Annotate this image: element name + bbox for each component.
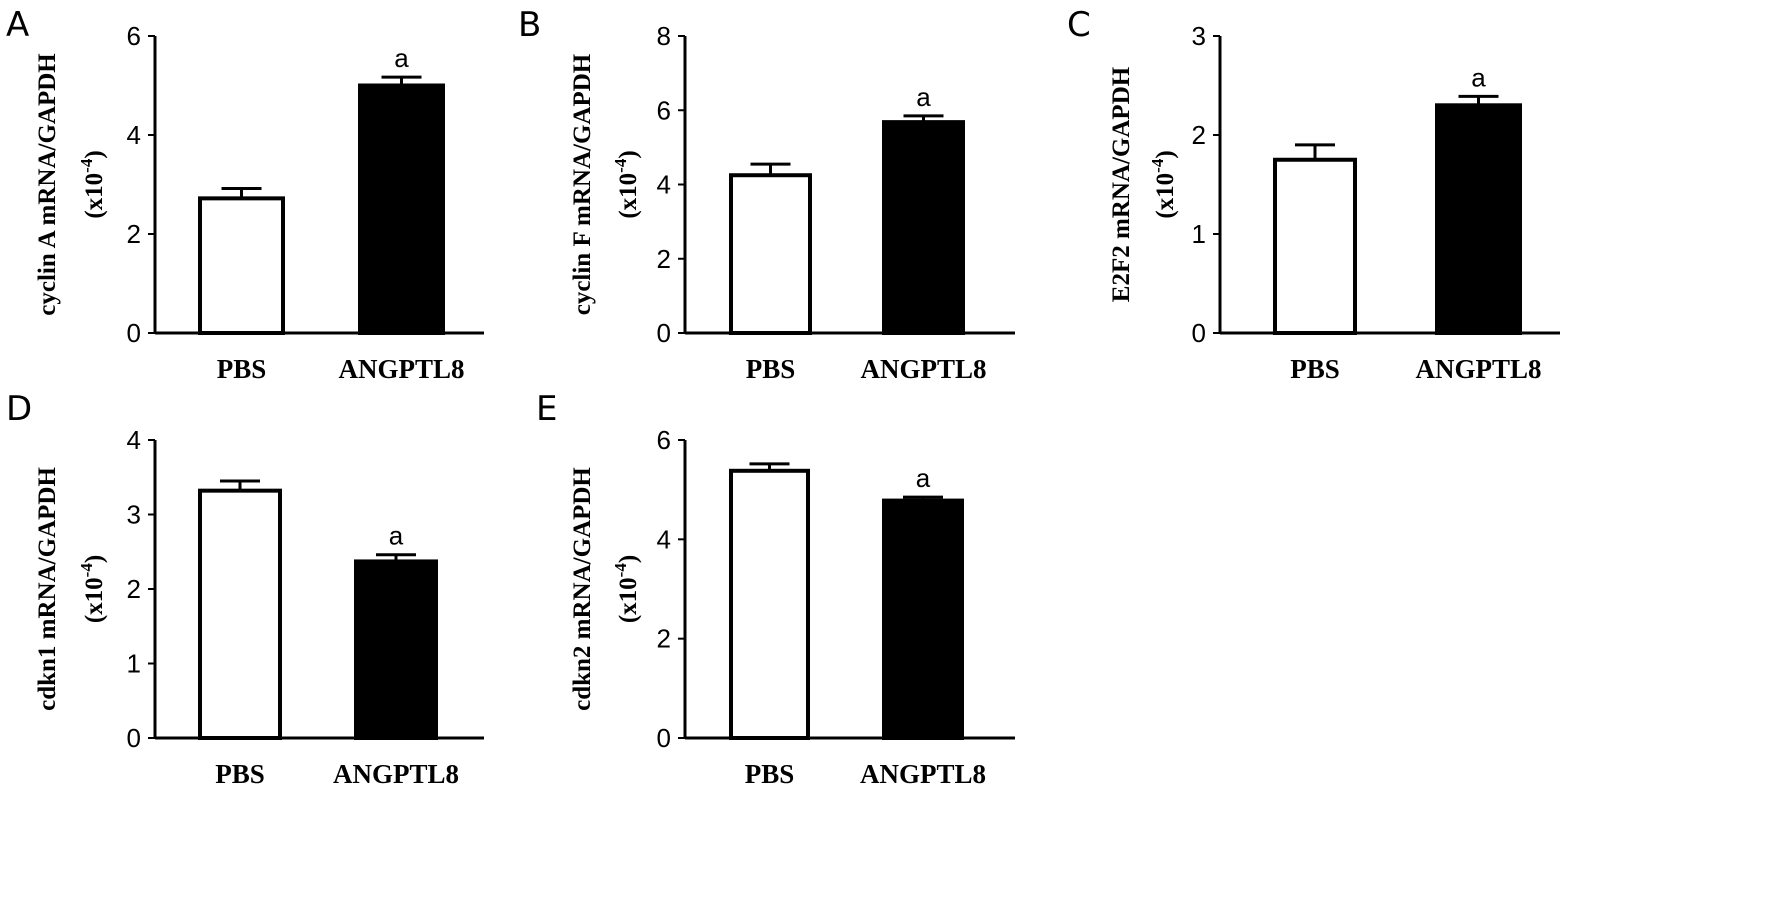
significance-label: a: [916, 82, 931, 112]
y-tick-label: 4: [127, 425, 141, 455]
panel-a: A 0 2 4 6 PBS a ANGPTL8 cyclin A mRNA/GAPDH (x10-…: [6, 5, 484, 384]
bar-pbs: [729, 173, 812, 335]
x-category-label: PBS: [215, 759, 265, 789]
panel-letter: A: [6, 5, 29, 45]
y-tick-label: 0: [657, 723, 671, 753]
y-tick-label: 4: [127, 120, 141, 150]
bar-angptl8: [354, 559, 438, 740]
y-axis-unit: (x10-4): [611, 150, 642, 218]
bar-pbs: [198, 196, 285, 335]
x-category-label: ANGPTL8: [860, 354, 986, 384]
y-tick-label: 2: [657, 624, 671, 654]
panel-letter: E: [536, 389, 557, 429]
bar-angptl8: [882, 120, 965, 335]
y-tick-label: 2: [1192, 120, 1206, 150]
y-tick-label: 0: [127, 318, 141, 348]
significance-label: a: [916, 463, 931, 493]
panel-letter: D: [6, 389, 32, 429]
y-tick-label: 3: [1192, 21, 1206, 51]
significance-label: a: [394, 43, 409, 73]
y-tick-label: 1: [127, 649, 141, 679]
x-category-label: PBS: [745, 759, 795, 789]
y-axis-unit: (x10-4): [77, 555, 108, 623]
panel-letter: C: [1067, 5, 1091, 45]
y-tick-label: 2: [127, 574, 141, 604]
bar-angptl8: [882, 498, 964, 740]
y-tick-label: 0: [127, 723, 141, 753]
y-tick-label: 2: [657, 244, 671, 274]
y-tick-label: 4: [657, 524, 671, 554]
panel-letter: B: [518, 5, 541, 45]
bar-angptl8: [1435, 103, 1522, 335]
y-tick-label: 8: [657, 21, 671, 51]
y-tick-label: 0: [657, 318, 671, 348]
y-tick-label: 6: [127, 21, 141, 51]
y-axis-label: cyclin A mRNA/GAPDH: [34, 53, 61, 316]
x-category-label: PBS: [1290, 354, 1340, 384]
x-category-label: ANGPTL8: [860, 759, 986, 789]
bar-pbs: [198, 488, 282, 740]
y-tick-label: 1: [1192, 219, 1206, 249]
y-tick-label: 3: [127, 500, 141, 530]
y-axis-label: cdkn1 mRNA/GAPDH: [34, 467, 61, 711]
panel-c: C 0 1 2 3 PBS a ANGPTL8 E2F2 mRNA/GAPDH (x10-4): [1067, 5, 1560, 384]
y-tick-label: 6: [657, 425, 671, 455]
bar-angptl8: [358, 83, 445, 335]
y-tick-label: 0: [1192, 318, 1206, 348]
y-axis-label: cyclin F mRNA/GAPDH: [569, 53, 596, 315]
y-tick-label: 2: [127, 219, 141, 249]
panel-e: E 0 2 4 6 PBS a ANGPTL8 cdkn2 mRNA/GAPDH (x10-4): [536, 389, 1015, 789]
bar-pbs: [1273, 157, 1357, 335]
significance-label: a: [1471, 62, 1486, 92]
panel-d: D 0 1 2 3 4 PBS a ANGPTL8 cdkn1 mRNA/GAPDH (x10-4): [6, 389, 484, 789]
y-axis-unit: (x10-4): [77, 150, 108, 218]
y-axis-unit: (x10-4): [611, 555, 642, 623]
panel-b: B 0 2 4 6 8 PBS a ANGPTL8 cyclin F mRNA/GAPDH (x10…: [518, 5, 1015, 384]
y-axis-label: E2F2 mRNA/GAPDH: [1108, 66, 1135, 302]
y-tick-label: 4: [657, 170, 671, 200]
x-category-label: ANGPTL8: [1415, 354, 1541, 384]
y-tick-label: 6: [657, 95, 671, 125]
x-category-label: PBS: [217, 354, 267, 384]
x-category-label: ANGPTL8: [333, 759, 459, 789]
y-axis-unit: (x10-4): [1148, 150, 1179, 218]
y-axis-label: cdkn2 mRNA/GAPDH: [569, 467, 596, 711]
x-category-label: PBS: [746, 354, 796, 384]
significance-label: a: [389, 521, 404, 551]
x-category-label: ANGPTL8: [338, 354, 464, 384]
bar-pbs: [729, 468, 810, 740]
